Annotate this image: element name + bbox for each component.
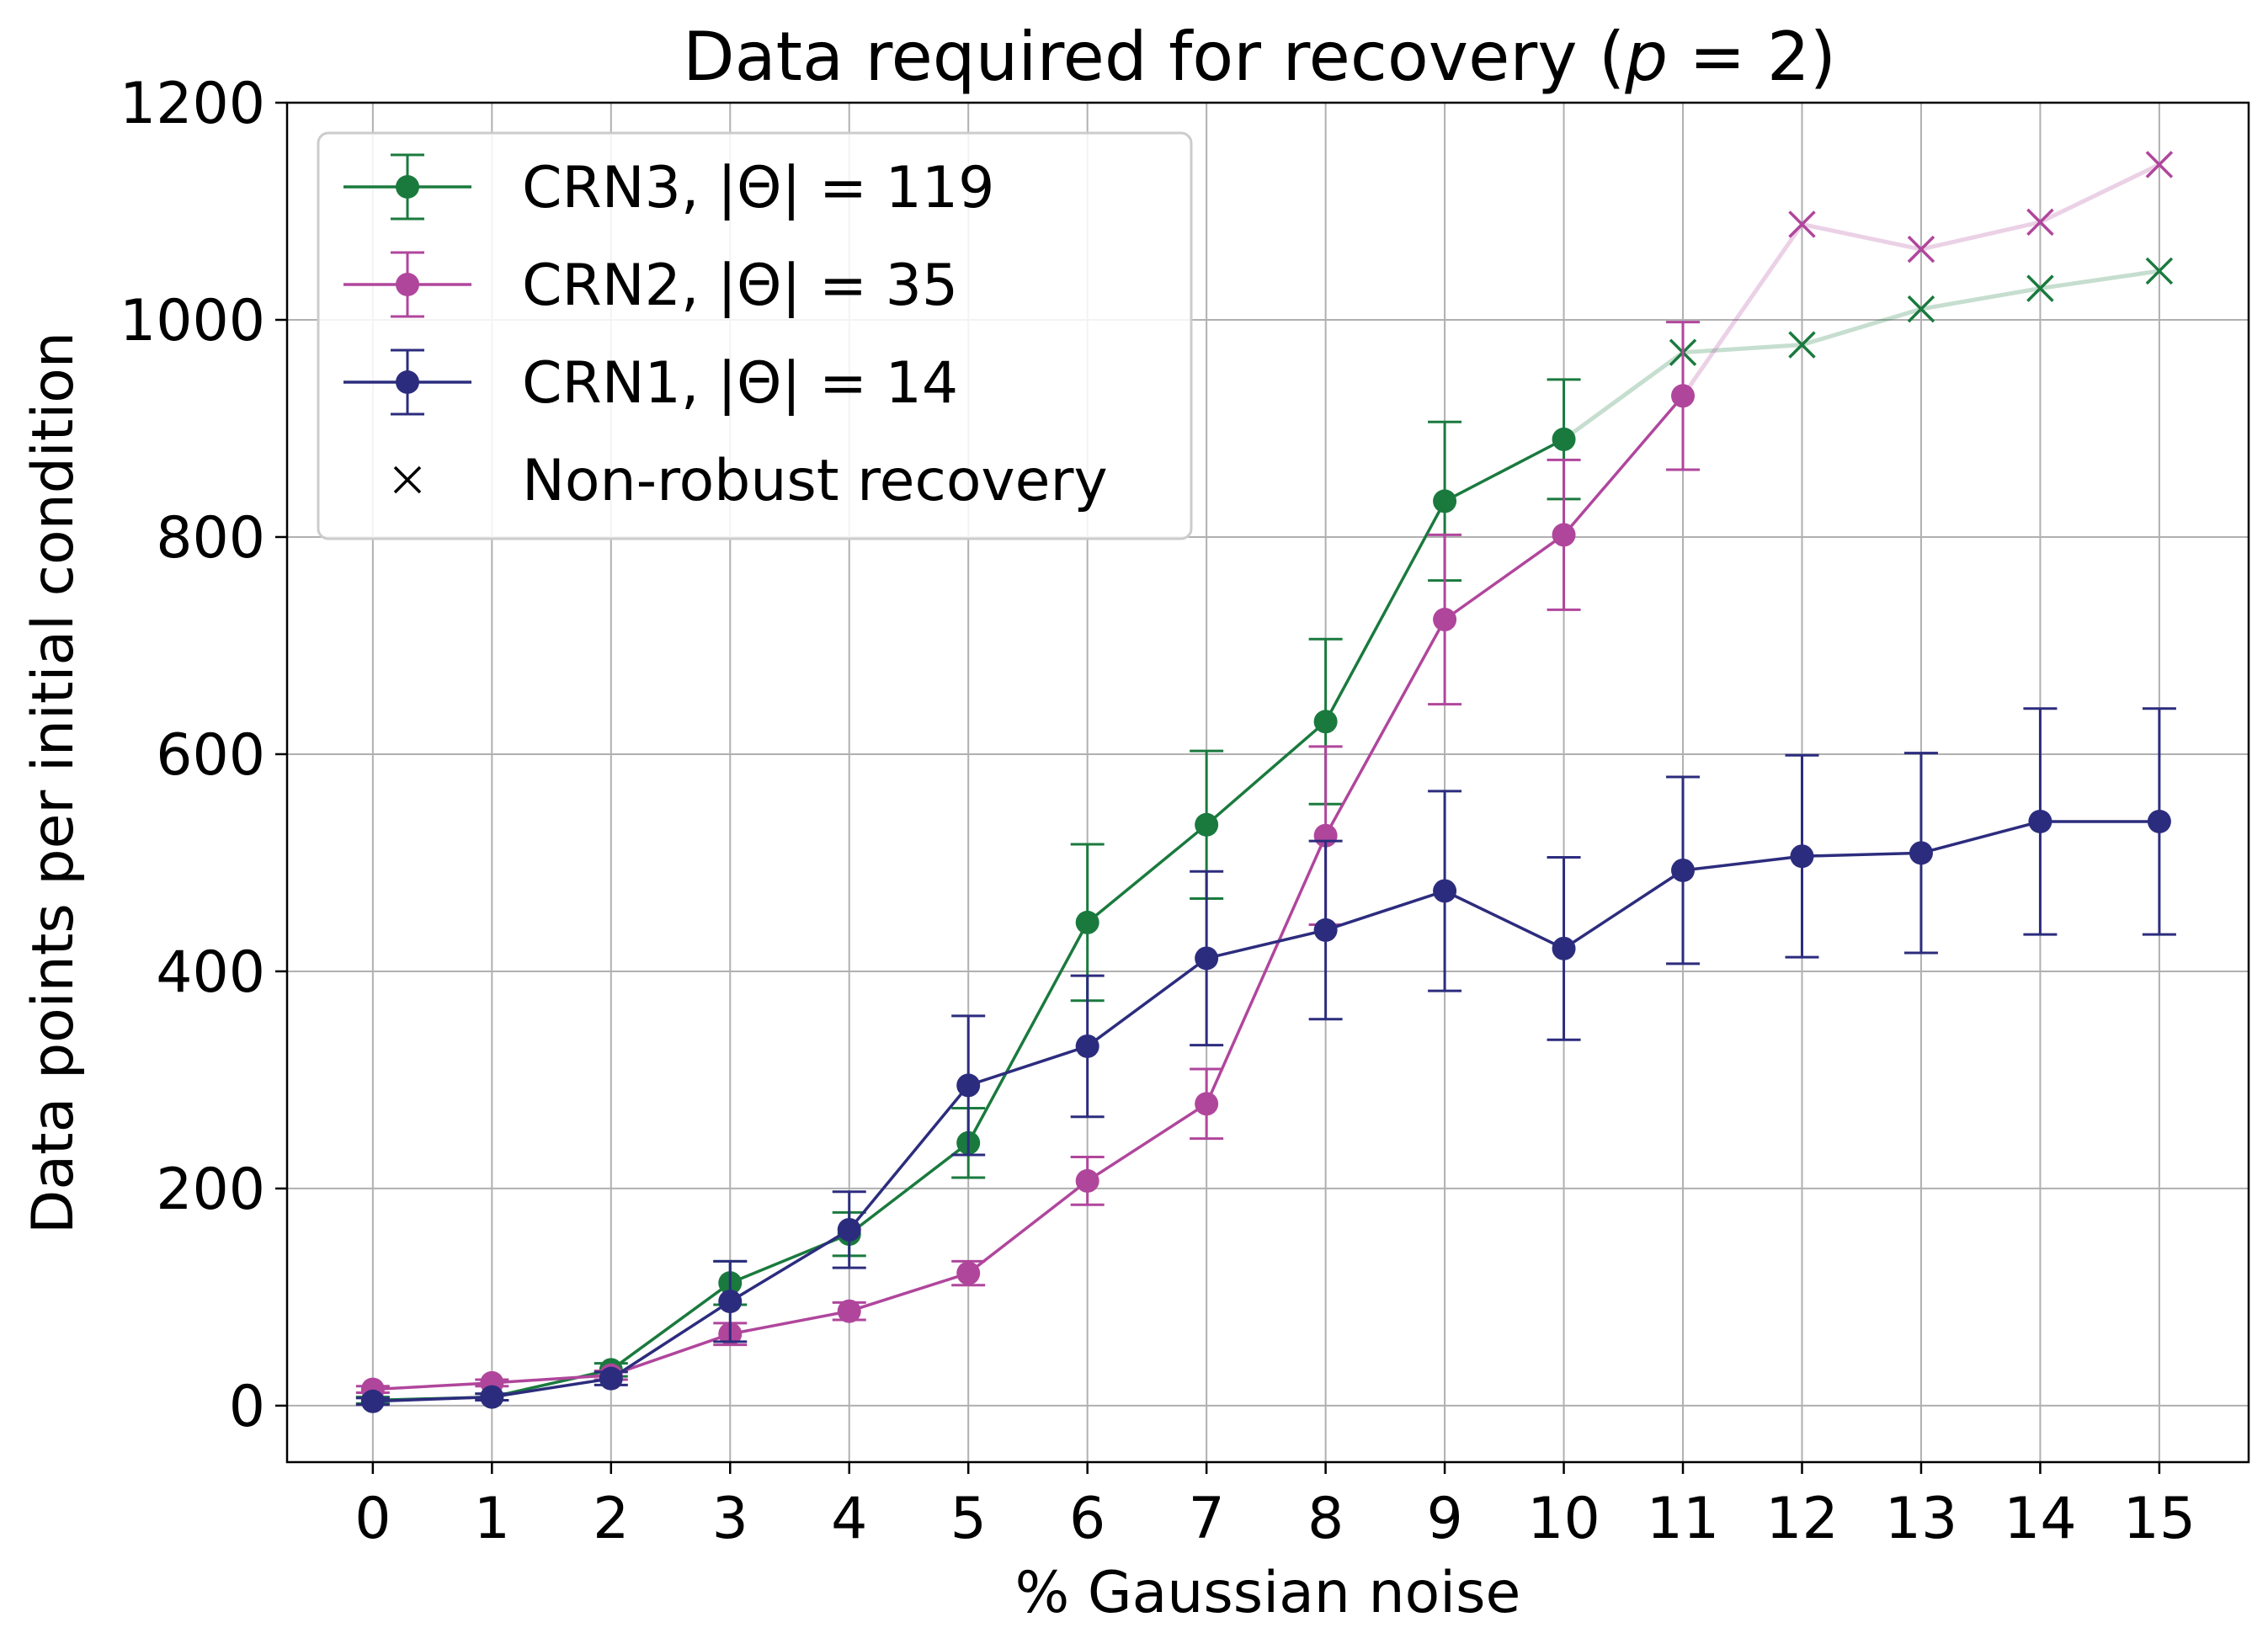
- data-point: [2028, 809, 2052, 833]
- data-point: [1313, 710, 1338, 734]
- y-tick-label: 200: [156, 1157, 265, 1223]
- legend-marker: [396, 370, 419, 394]
- legend-label: CRN2, |Θ| = 35: [522, 253, 958, 319]
- x-tick-label: 11: [1647, 1486, 1720, 1552]
- x-tick-label: 15: [2123, 1486, 2196, 1552]
- y-tick-label: 800: [156, 505, 265, 572]
- y-tick-label: 1200: [120, 71, 265, 137]
- data-point: [1552, 936, 1576, 960]
- y-tick-label: 600: [156, 722, 265, 789]
- data-point-nonrobust: [2145, 151, 2174, 178]
- plot-area: [355, 151, 2176, 1413]
- data-point: [1552, 523, 1576, 547]
- x-axis-label: % Gaussian noise: [1015, 1560, 1521, 1626]
- legend-item-crn2: CRN2, |Θ| = 35: [343, 251, 958, 319]
- x-axis: 0 1 2 3 4 5 6 7 8 9 10 11 12 13 14 15: [354, 1462, 2196, 1552]
- data-point: [1195, 812, 1219, 837]
- legend-item-crn1: CRN1, |Θ| = 14: [343, 348, 958, 417]
- x-tick-label: 3: [712, 1486, 748, 1552]
- data-point: [1075, 910, 1099, 934]
- data-point: [718, 1290, 743, 1314]
- y-tick-label: 400: [156, 939, 265, 1006]
- data-point: [599, 1366, 623, 1391]
- data-point: [1195, 946, 1219, 971]
- data-point: [956, 1073, 981, 1098]
- data-point: [1671, 858, 1696, 882]
- legend-label: Non-robust recovery: [522, 448, 1108, 514]
- data-point: [480, 1385, 504, 1409]
- cross-stroke: [2026, 274, 2054, 302]
- x-tick-label: 5: [950, 1486, 987, 1552]
- cross-stroke: [1907, 295, 1935, 323]
- y-tick-label: 1000: [120, 288, 265, 354]
- x-tick-label: 13: [1885, 1486, 1958, 1552]
- cross-stroke: [393, 465, 422, 494]
- legend-item-nonrobust: Non-robust recovery: [393, 448, 1108, 514]
- data-point: [837, 1217, 861, 1242]
- legend-marker: [396, 175, 419, 199]
- series-line: [372, 395, 1685, 1391]
- data-point: [1433, 608, 1457, 632]
- cross-stroke: [1788, 331, 1816, 359]
- y-tick-label: 0: [229, 1374, 265, 1440]
- data-point: [1671, 384, 1696, 408]
- data-point: [2147, 809, 2171, 833]
- data-point: [1195, 1092, 1219, 1116]
- series-line: [372, 820, 2159, 1403]
- legend-label: CRN3, |Θ| = 119: [522, 155, 994, 221]
- cross-stroke: [1788, 210, 1816, 238]
- chart-title: Data required for recovery (p = 2): [683, 18, 1836, 96]
- data-point: [956, 1261, 981, 1285]
- x-tick-label: 2: [593, 1486, 629, 1552]
- data-point: [1433, 879, 1457, 903]
- cross-stroke: [2026, 208, 2054, 237]
- x-tick-label: 1: [474, 1486, 510, 1552]
- legend: CRN3, |Θ| = 119 CRN2, |Θ| = 35 CRN1, |Θ| =…: [317, 131, 1193, 540]
- data-point-nonrobust: [2026, 208, 2054, 237]
- x-tick-label: 14: [2004, 1486, 2077, 1552]
- x-tick-label: 12: [1765, 1486, 1839, 1552]
- cross-stroke: [2145, 257, 2174, 285]
- legend-item-crn3: CRN3, |Θ| = 119: [343, 153, 994, 221]
- y-axis-label: Data points per initial condition: [20, 332, 87, 1234]
- data-point-nonrobust: [2026, 274, 2054, 302]
- series-line-nonrobust: [1563, 269, 2160, 441]
- legend-cross-marker: [393, 465, 422, 494]
- data-point-nonrobust: [1788, 210, 1816, 238]
- series-crn1: [355, 707, 2176, 1413]
- data-point: [1790, 844, 1814, 869]
- data-point-nonrobust: [1907, 295, 1935, 323]
- x-tick-label: 7: [1189, 1486, 1225, 1552]
- x-tick-label: 4: [831, 1486, 867, 1552]
- series-crn2: [355, 151, 2174, 1402]
- legend-label: CRN1, |Θ| = 14: [522, 350, 958, 417]
- data-point: [1075, 1168, 1099, 1193]
- legend-marker: [396, 273, 419, 296]
- data-point: [360, 1389, 385, 1413]
- x-tick-label: 9: [1426, 1486, 1462, 1552]
- data-point-nonrobust: [1907, 235, 1935, 263]
- data-point: [1552, 427, 1576, 451]
- y-axis: 0 200 400 600 800 1000 1200: [120, 71, 287, 1440]
- plot-frame: [285, 101, 2250, 1464]
- data-point: [1313, 918, 1338, 942]
- data-point-nonrobust: [1788, 331, 1816, 359]
- cross-stroke: [2145, 151, 2174, 178]
- x-tick-label: 8: [1307, 1486, 1344, 1552]
- legend-box: [317, 131, 1193, 540]
- data-point-nonrobust: [2145, 257, 2174, 285]
- data-point: [1075, 1034, 1099, 1058]
- data-point: [1909, 841, 1933, 865]
- x-tick-label: 6: [1069, 1486, 1105, 1552]
- data-point: [1433, 489, 1457, 513]
- data-point: [837, 1299, 861, 1323]
- x-tick-label: 0: [354, 1486, 391, 1552]
- x-tick-label: 10: [1527, 1486, 1600, 1552]
- cross-stroke: [1907, 235, 1935, 263]
